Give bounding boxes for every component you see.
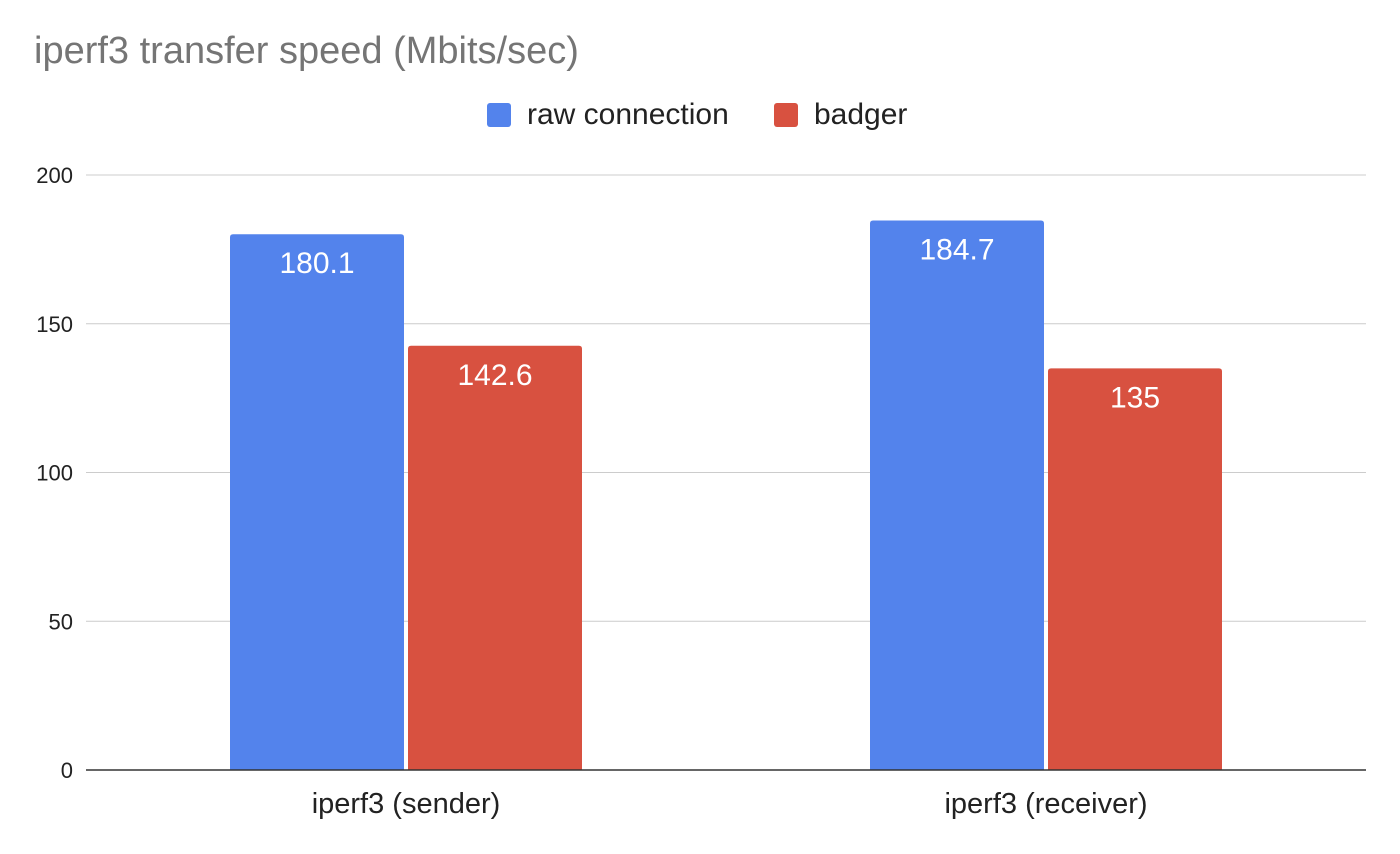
data-label: 184.7	[919, 234, 994, 267]
legend: raw connection badger	[0, 98, 1400, 138]
legend-swatch-badger	[774, 103, 798, 127]
chart-title: iperf3 transfer speed (Mbits/sec)	[34, 30, 579, 72]
y-tick-label: 0	[61, 758, 73, 783]
y-tick-label: 50	[49, 609, 73, 634]
y-tick-label: 150	[36, 312, 73, 337]
legend-label-badger: badger	[814, 98, 908, 131]
x-category-label: iperf3 (sender)	[312, 788, 501, 820]
y-tick-label: 200	[36, 163, 73, 188]
legend-item-raw-connection[interactable]: raw connection	[487, 98, 729, 132]
legend-swatch-raw-connection	[487, 103, 511, 127]
legend-label-raw-connection: raw connection	[527, 98, 729, 131]
bar	[408, 345, 582, 770]
data-label: 142.6	[457, 359, 532, 392]
y-tick-label: 100	[36, 461, 73, 486]
legend-item-badger[interactable]: badger	[774, 98, 907, 132]
bar	[1048, 368, 1222, 770]
data-label: 135	[1110, 381, 1160, 414]
bar	[230, 234, 404, 770]
x-category-label: iperf3 (receiver)	[944, 788, 1147, 820]
bar	[870, 220, 1044, 770]
data-label: 180.1	[279, 247, 354, 280]
